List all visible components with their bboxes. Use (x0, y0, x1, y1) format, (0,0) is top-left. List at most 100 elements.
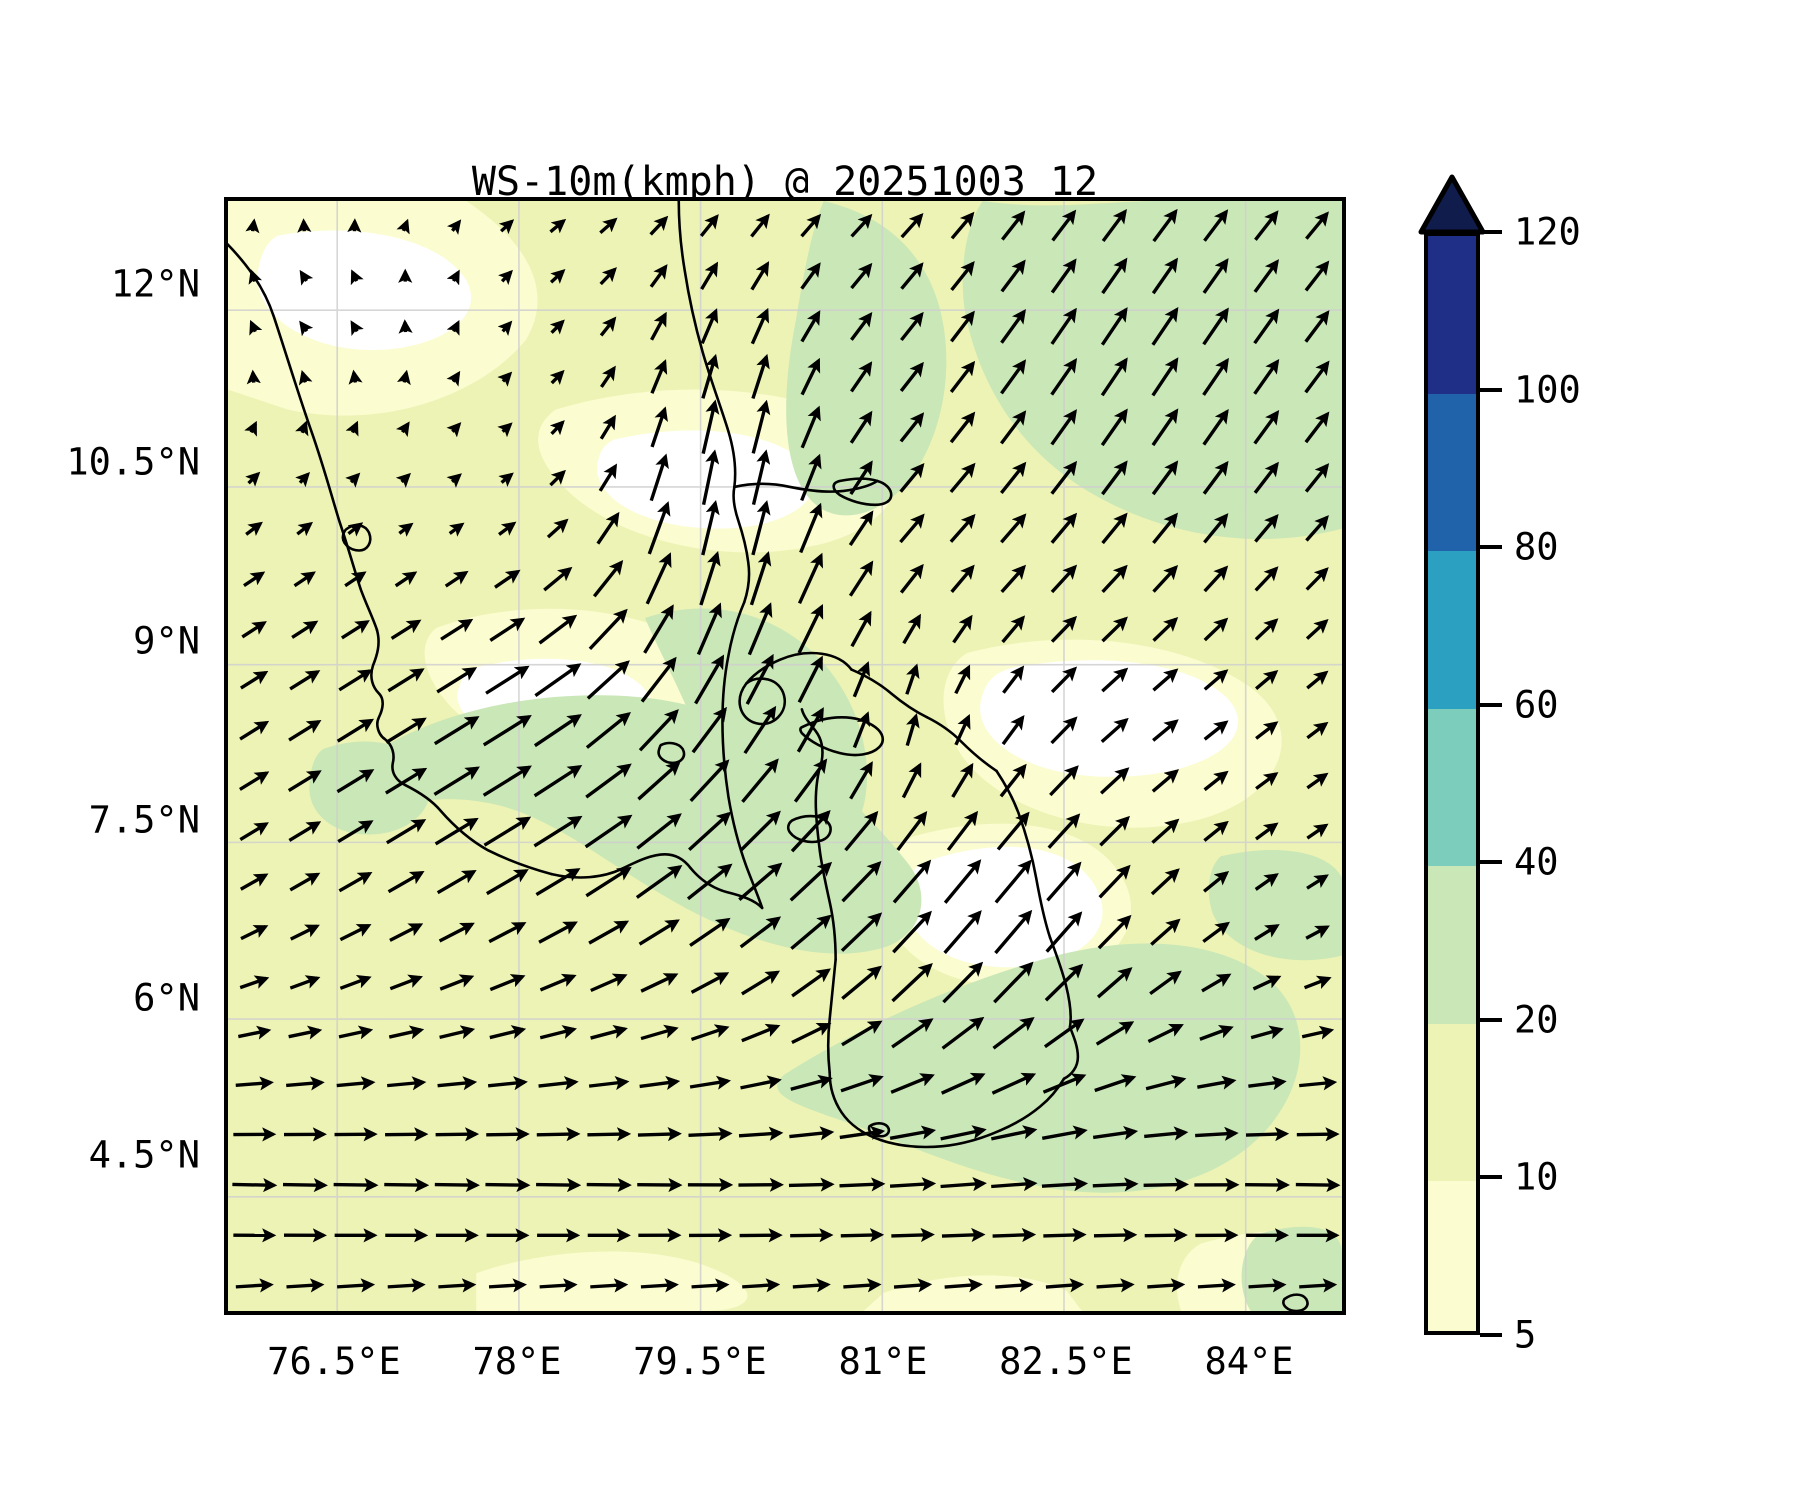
colorbar-extend-arrow (1418, 174, 1486, 235)
wind-vector-arrow (899, 513, 925, 544)
wind-vector-arrow (952, 614, 973, 644)
wind-vector-arrow (600, 365, 616, 388)
wind-vector-arrow (291, 620, 319, 639)
wind-vector-arrow (1305, 211, 1329, 240)
wind-vector-arrow (246, 369, 261, 385)
colorbar-tick-10 (1480, 1175, 1502, 1180)
wind-vector-arrow (1305, 619, 1329, 640)
wind-vector-arrow (747, 602, 773, 656)
wind-vector-arrow (345, 472, 361, 488)
wind-vector-arrow (640, 1024, 679, 1041)
wind-vector-arrow (797, 552, 823, 604)
wind-vector-arrow (949, 411, 976, 444)
colorbar-band-20-40 (1428, 866, 1476, 1024)
wind-vector-arrow (395, 421, 410, 438)
wind-vector-arrow (1050, 307, 1077, 345)
wind-vector-arrow (900, 311, 924, 342)
wind-vector-arrow (949, 513, 976, 543)
wind-vector-arrow (588, 608, 628, 651)
wind-vector-arrow (1253, 358, 1280, 395)
wind-vector-arrow (1101, 564, 1128, 594)
wind-vector-arrow (482, 714, 532, 747)
wind-vector-arrow (1100, 357, 1128, 397)
wind-vector-arrow (384, 767, 428, 795)
wind-vector-arrow (1202, 357, 1229, 396)
wind-vector-arrow (1045, 1278, 1085, 1293)
wind-vector-arrow (299, 320, 314, 337)
wind-vector-arrow (840, 1228, 885, 1243)
wind-vector-arrow (1152, 719, 1179, 742)
wind-vector-arrow (843, 1278, 882, 1293)
wind-vector-arrow (240, 925, 269, 941)
wind-vector-arrow (1094, 1074, 1137, 1093)
wind-vector-arrow (436, 667, 478, 694)
wind-vector-arrow (396, 218, 410, 235)
wind-vector-arrow (297, 218, 312, 233)
wind-vector-arrow (1042, 1073, 1087, 1094)
wind-vector-arrow (900, 262, 924, 290)
wind-vector-arrow (852, 661, 870, 698)
wind-vector-arrow (338, 669, 373, 692)
wind-vector-arrow (796, 707, 824, 753)
wind-vector-arrow (497, 320, 513, 336)
wind-vector-arrow (239, 771, 270, 791)
wind-vector-arrow (739, 916, 782, 949)
wind-vector-arrow (288, 719, 322, 742)
wind-vector-arrow (739, 810, 781, 852)
wind-vector-arrow (701, 499, 720, 556)
wind-vector-arrow (954, 664, 971, 695)
wind-vector-arrow (533, 764, 583, 798)
wind-vector-arrow (850, 610, 872, 648)
wind-vector-arrow (1255, 772, 1279, 790)
wind-vector-arrow (239, 822, 269, 842)
wind-vector-arrow (585, 763, 632, 799)
wind-vector-arrow (1101, 512, 1128, 545)
wind-vector-arrow (1203, 565, 1229, 593)
wind-vector-arrow (793, 758, 828, 803)
wind-vector-arrow (1295, 1177, 1341, 1193)
wind-vector-arrow (1001, 615, 1026, 644)
wind-vector-arrow (295, 420, 309, 437)
wind-vector-arrow (1203, 209, 1229, 242)
wind-vector-arrow (1046, 861, 1082, 902)
colorbar-tick-label-60: 60 (1514, 683, 1559, 727)
colorbar-tick-60 (1480, 702, 1502, 707)
wind-vector-arrow (239, 975, 270, 990)
wind-vector-arrow (533, 815, 583, 848)
wind-vector-arrow (700, 261, 719, 291)
wind-vector-arrow (397, 522, 414, 537)
wind-vector-arrow (249, 319, 263, 336)
map-plot-area[interactable] (224, 197, 1346, 1315)
wind-vector-arrow (940, 1072, 986, 1095)
wind-vector-arrow (498, 219, 515, 235)
colorbar-gradient (1424, 232, 1480, 1335)
wind-vector-arrow (485, 869, 529, 896)
wind-vector-arrow (1100, 307, 1128, 346)
wind-vector-arrow (338, 1025, 374, 1040)
wind-vector-arrow (1002, 665, 1025, 694)
wind-vector-arrow (446, 269, 460, 286)
wind-vector-arrow (1099, 815, 1130, 847)
colorbar-tick-100 (1480, 387, 1502, 392)
wind-vector-arrow (694, 654, 725, 705)
wind-vector-arrow (690, 1024, 730, 1042)
wind-vector-arrow (494, 569, 521, 589)
wind-vector-arrow (1050, 716, 1078, 745)
wind-vector-arrow (340, 620, 370, 640)
xtick-label-84E: 84°E (1204, 1340, 1294, 1383)
wind-vector-arrow (241, 621, 267, 639)
wind-vector-arrow (1101, 208, 1127, 243)
wind-vector-arrow (538, 921, 578, 944)
wind-vector-arrow (741, 970, 781, 996)
colorbar[interactable]: 5 10 20 40 60 80 100 120 (1418, 174, 1581, 1357)
wind-vector-arrow (1051, 209, 1077, 242)
wind-vector-arrow (1253, 308, 1280, 345)
wind-vector-arrow (1202, 460, 1229, 495)
wind-vector-arrow (549, 369, 565, 385)
colorbar-band-5-10 (1428, 1181, 1476, 1331)
wind-vector-arrow (245, 521, 263, 536)
wind-vector-arrow (941, 1227, 986, 1243)
wind-vector-arrow (996, 811, 1030, 851)
wind-vector-arrow (1253, 259, 1279, 293)
wind-vector-arrow (950, 211, 975, 240)
